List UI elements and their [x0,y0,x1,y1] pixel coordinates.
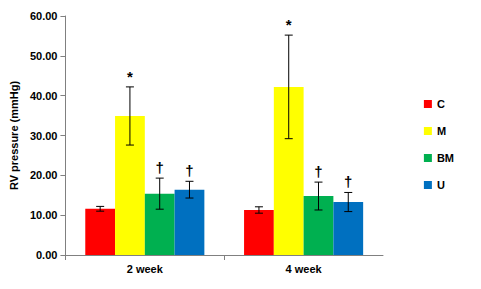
svg-text:30.00: 30.00 [30,130,58,142]
svg-text:*: * [286,16,292,33]
svg-text:4 week: 4 week [286,263,323,275]
svg-text:†: † [156,159,164,176]
svg-text:10.00: 10.00 [30,209,58,221]
svg-text:40.00: 40.00 [30,90,58,102]
svg-text:†: † [314,163,322,180]
svg-text:*: * [127,68,133,85]
svg-text:†: † [185,162,193,179]
svg-text:0.00: 0.00 [36,249,57,261]
svg-text:BM: BM [437,152,454,164]
svg-text:60.00: 60.00 [30,10,58,22]
svg-text:50.00: 50.00 [30,50,58,62]
svg-text:C: C [437,98,445,110]
svg-text:2 week: 2 week [127,263,164,275]
svg-text:M: M [437,125,446,137]
svg-text:U: U [437,179,445,191]
svg-text:RV pressure (mmHg): RV pressure (mmHg) [8,81,20,191]
svg-text:†: † [344,173,352,190]
svg-text:20.00: 20.00 [30,169,58,181]
